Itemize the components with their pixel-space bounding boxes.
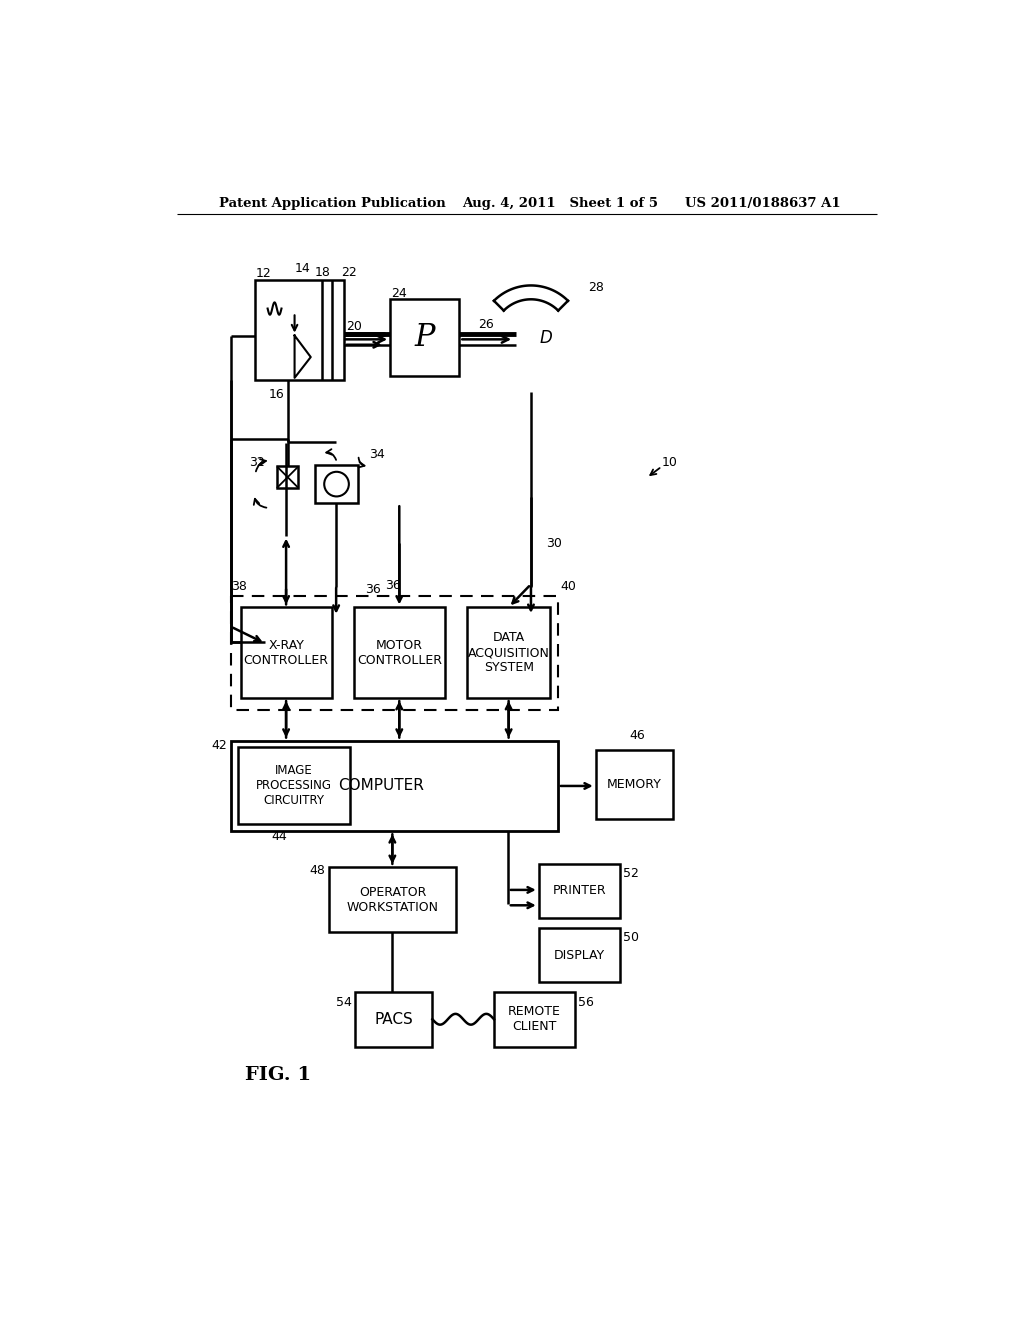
Text: 52: 52	[623, 867, 639, 880]
Text: D: D	[540, 329, 553, 347]
Text: FIG. 1: FIG. 1	[245, 1065, 310, 1084]
Text: 26: 26	[478, 318, 495, 331]
Text: MEMORY: MEMORY	[606, 777, 662, 791]
Text: US 2011/0188637 A1: US 2011/0188637 A1	[685, 197, 841, 210]
Bar	[539, 928, 620, 982]
Bar	[230, 741, 558, 832]
Bar	[330, 867, 457, 932]
Bar	[596, 750, 673, 818]
Text: 16: 16	[269, 388, 285, 401]
Text: 10: 10	[662, 455, 678, 469]
Text: 36: 36	[385, 579, 400, 593]
Text: 54: 54	[337, 997, 352, 1010]
Bar	[390, 300, 460, 376]
Text: 42: 42	[211, 739, 226, 751]
Text: COMPUTER: COMPUTER	[338, 779, 424, 793]
Bar	[354, 607, 444, 698]
Text: P: P	[415, 322, 435, 354]
Text: 46: 46	[630, 729, 645, 742]
Text: 32: 32	[250, 455, 265, 469]
Bar	[539, 863, 620, 917]
Bar	[241, 607, 332, 698]
Text: PRINTER: PRINTER	[552, 884, 606, 898]
Text: IMAGE
PROCESSING
CIRCUITRY: IMAGE PROCESSING CIRCUITRY	[256, 764, 332, 808]
Bar	[355, 991, 432, 1047]
Text: X-RAY
CONTROLLER: X-RAY CONTROLLER	[244, 639, 329, 667]
Bar	[276, 466, 298, 488]
Text: DATA
ACQUISITION
SYSTEM: DATA ACQUISITION SYSTEM	[468, 631, 550, 675]
Bar	[255, 280, 344, 380]
Text: 20: 20	[346, 319, 361, 333]
Text: 34: 34	[370, 449, 385, 462]
Text: 56: 56	[578, 997, 594, 1010]
Text: Patent Application Publication: Patent Application Publication	[219, 197, 445, 210]
Text: Aug. 4, 2011   Sheet 1 of 5: Aug. 4, 2011 Sheet 1 of 5	[462, 197, 657, 210]
Bar	[230, 595, 558, 710]
Text: OPERATOR
WORKSTATION: OPERATOR WORKSTATION	[347, 886, 438, 913]
Text: 18: 18	[314, 265, 330, 279]
Text: 12: 12	[255, 268, 271, 280]
Bar	[239, 747, 350, 825]
Text: REMOTE
CLIENT: REMOTE CLIENT	[508, 1006, 561, 1034]
Text: 50: 50	[623, 932, 639, 945]
Bar	[315, 465, 357, 503]
Bar	[494, 991, 574, 1047]
Bar	[467, 607, 550, 698]
Text: 38: 38	[230, 581, 247, 594]
Text: 40: 40	[560, 581, 577, 594]
Text: 28: 28	[588, 281, 604, 294]
Text: 30: 30	[547, 537, 562, 550]
Text: PACS: PACS	[375, 1011, 414, 1027]
Text: 14: 14	[295, 261, 311, 275]
Text: 44: 44	[271, 829, 287, 842]
Text: DISPLAY: DISPLAY	[554, 949, 604, 962]
Text: 24: 24	[390, 286, 407, 300]
Text: MOTOR
CONTROLLER: MOTOR CONTROLLER	[356, 639, 441, 667]
Text: 48: 48	[309, 865, 326, 878]
Text: 36: 36	[366, 583, 381, 597]
Text: 22: 22	[341, 265, 357, 279]
